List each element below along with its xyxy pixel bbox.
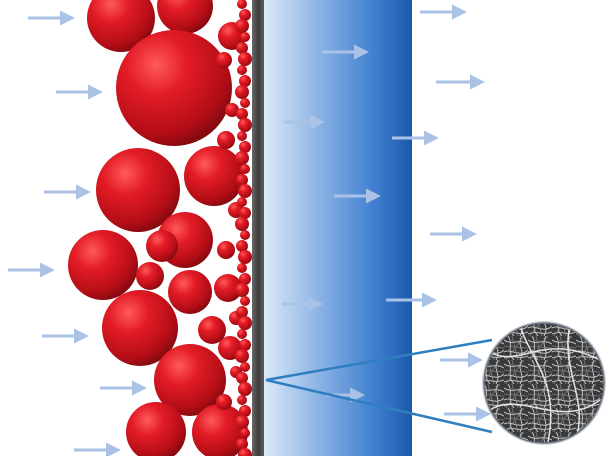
particle-sphere: [237, 263, 247, 273]
particle-sphere: [237, 131, 247, 141]
particle-sphere: [217, 241, 235, 259]
particle-sphere: [238, 118, 252, 132]
particle-sphere: [102, 290, 178, 366]
particle-sphere: [239, 207, 251, 219]
particle-sphere: [157, 0, 213, 34]
fiber-mesh-icon: [484, 323, 604, 443]
particle-sphere: [240, 164, 250, 174]
particle-sphere: [126, 402, 186, 456]
particle-sphere: [235, 19, 249, 33]
particle-sphere: [154, 344, 226, 416]
particle-sphere: [214, 274, 242, 302]
particle-sphere: [168, 270, 212, 314]
particle-sphere: [217, 131, 235, 149]
particle-sphere: [216, 52, 232, 68]
particle-sphere: [236, 306, 248, 318]
particle-sphere: [235, 217, 249, 231]
particle-sphere: [225, 103, 239, 117]
particle-sphere: [237, 197, 247, 207]
particle-sphere: [184, 146, 244, 206]
particle-sphere: [236, 42, 248, 54]
particle-cake: [68, 0, 252, 456]
particle-sphere: [240, 362, 250, 372]
particle-sphere: [236, 438, 248, 450]
particle-sphere: [240, 428, 250, 438]
particle-sphere: [116, 30, 232, 146]
particle-sphere: [237, 329, 247, 339]
particle-sphere: [238, 52, 252, 66]
particle-sphere: [192, 404, 248, 456]
particle-sphere: [236, 240, 248, 252]
particle-sphere: [235, 415, 249, 429]
magnified-fiber-view: [482, 321, 606, 445]
magnification-callout: [265, 338, 493, 434]
particle-sphere: [240, 230, 250, 240]
callout-line-top: [265, 338, 493, 382]
membrane-layer: [264, 0, 412, 456]
particle-sphere: [87, 0, 155, 52]
particle-sphere: [68, 230, 138, 300]
particle-sphere: [238, 382, 252, 396]
particle-sphere: [238, 250, 252, 264]
support-layer: [252, 0, 264, 456]
particle-sphere: [237, 395, 247, 405]
particle-sphere: [240, 32, 250, 42]
particle-sphere: [237, 0, 247, 9]
particle-sphere: [96, 148, 180, 232]
particle-sphere: [216, 394, 232, 410]
particle-sphere: [238, 184, 252, 198]
particle-sphere: [239, 75, 251, 87]
flow-arrows: [8, 4, 491, 456]
particle-sphere: [235, 85, 249, 99]
particle-sphere: [240, 296, 250, 306]
particle-sphere: [237, 65, 247, 75]
particle-sphere: [239, 405, 251, 417]
particle-sphere: [136, 262, 164, 290]
particle-sphere: [236, 372, 248, 384]
particle-sphere: [235, 349, 249, 363]
particle-sphere: [239, 141, 251, 153]
particle-sphere: [198, 316, 226, 344]
particle-sphere: [146, 230, 178, 262]
particle-sphere: [235, 151, 249, 165]
particle-sphere: [236, 174, 248, 186]
particle-sphere: [239, 339, 251, 351]
particle-sphere: [236, 108, 248, 120]
particle-sphere: [240, 98, 250, 108]
callout-line-bottom: [265, 378, 493, 434]
particle-sphere: [235, 283, 249, 297]
particle-sphere: [239, 273, 251, 285]
particle-sphere: [238, 448, 252, 456]
particle-sphere: [239, 9, 251, 21]
particle-sphere: [238, 316, 252, 330]
